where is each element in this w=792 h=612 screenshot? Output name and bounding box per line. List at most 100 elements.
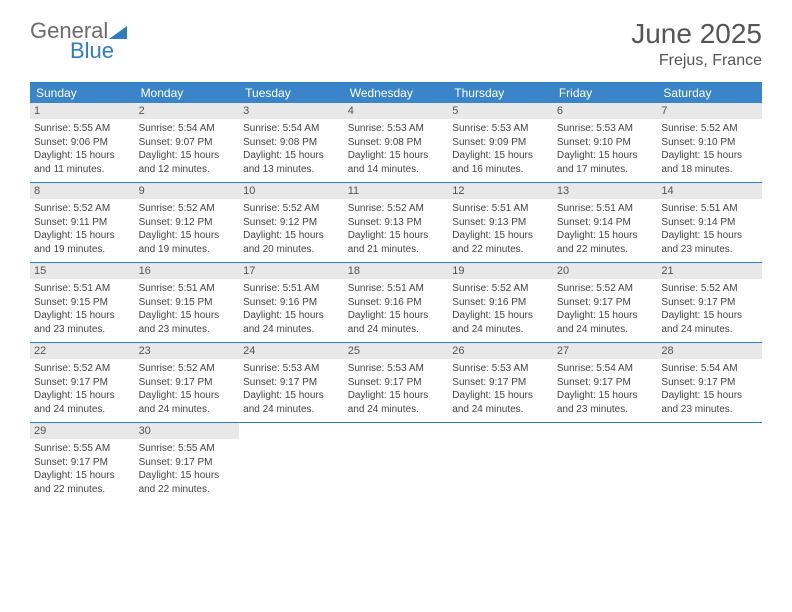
day-info-line: Sunset: 9:07 PM <box>139 136 236 150</box>
day-info-line: Sunset: 9:16 PM <box>348 296 445 310</box>
day-info-line: Daylight: 15 hours <box>243 309 340 323</box>
day-info-line: and 21 minutes. <box>348 243 445 257</box>
title-block: June 2025 Frejus, France <box>631 18 762 70</box>
day-number: 14 <box>657 183 762 199</box>
day-info-line: Sunrise: 5:51 AM <box>34 282 131 296</box>
day-cell: 26Sunrise: 5:53 AMSunset: 9:17 PMDayligh… <box>448 343 553 422</box>
day-cell: 4Sunrise: 5:53 AMSunset: 9:08 PMDaylight… <box>344 103 449 182</box>
day-number: 7 <box>657 103 762 119</box>
day-info-line: and 23 minutes. <box>34 323 131 337</box>
day-info-line: Daylight: 15 hours <box>139 149 236 163</box>
day-info-line: Sunset: 9:15 PM <box>139 296 236 310</box>
day-cell: 20Sunrise: 5:52 AMSunset: 9:17 PMDayligh… <box>553 263 658 342</box>
day-info-line: Daylight: 15 hours <box>139 469 236 483</box>
day-cell: 15Sunrise: 5:51 AMSunset: 9:15 PMDayligh… <box>30 263 135 342</box>
day-info-line: Daylight: 15 hours <box>452 229 549 243</box>
day-info-line: and 22 minutes. <box>557 243 654 257</box>
day-info-line: and 24 minutes. <box>661 323 758 337</box>
day-number: 12 <box>448 183 553 199</box>
day-number: 26 <box>448 343 553 359</box>
empty-cell <box>344 423 449 502</box>
day-info-line: Sunrise: 5:51 AM <box>243 282 340 296</box>
weekday-thursday: Thursday <box>448 83 553 103</box>
day-info-line: Sunrise: 5:53 AM <box>348 362 445 376</box>
day-info-line: Sunset: 9:10 PM <box>661 136 758 150</box>
day-info-line: Daylight: 15 hours <box>557 309 654 323</box>
day-cell: 19Sunrise: 5:52 AMSunset: 9:16 PMDayligh… <box>448 263 553 342</box>
day-number: 30 <box>135 423 240 439</box>
day-cell: 17 Sunrise: 5:51 AMSunset: 9:16 PMDayligh… <box>239 263 344 342</box>
day-info-line: Sunrise: 5:52 AM <box>452 282 549 296</box>
week-row: 29Sunrise: 5:55 AMSunset: 9:17 PMDayligh… <box>30 423 762 502</box>
day-info-line: Daylight: 15 hours <box>661 229 758 243</box>
day-number: 28 <box>657 343 762 359</box>
day-info-line: and 11 minutes. <box>34 163 131 177</box>
day-info-line: Sunrise: 5:54 AM <box>243 122 340 136</box>
weekday-friday: Friday <box>553 83 658 103</box>
day-info-line: Sunrise: 5:53 AM <box>557 122 654 136</box>
day-cell: 12Sunrise: 5:51 AMSunset: 9:13 PMDayligh… <box>448 183 553 262</box>
day-info-line: and 24 minutes. <box>34 403 131 417</box>
day-number: 2 <box>135 103 240 119</box>
day-info-line: Sunset: 9:16 PM <box>243 296 340 310</box>
day-info-line: Sunrise: 5:55 AM <box>139 442 236 456</box>
day-info-line: and 19 minutes. <box>34 243 131 257</box>
day-cell: 30 Sunrise: 5:55 AMSunset: 9:17 PMDayligh… <box>135 423 240 502</box>
day-info-line: Daylight: 15 hours <box>452 149 549 163</box>
day-info-line: Daylight: 15 hours <box>452 309 549 323</box>
day-info-line: and 13 minutes. <box>243 163 340 177</box>
day-number: 6 <box>553 103 658 119</box>
day-info-line: Sunrise: 5:55 AM <box>34 442 131 456</box>
month-title: June 2025 <box>631 18 762 50</box>
day-info-line: Daylight: 15 hours <box>348 229 445 243</box>
day-info-line: Sunrise: 5:52 AM <box>139 362 236 376</box>
day-number: 23 <box>135 343 240 359</box>
day-info-line: Sunset: 9:13 PM <box>452 216 549 230</box>
day-cell: 23Sunrise: 5:52 AMSunset: 9:17 PMDayligh… <box>135 343 240 422</box>
day-number: 20 <box>553 263 658 279</box>
day-cell: 10Sunrise: 5:52 AMSunset: 9:12 PMDayligh… <box>239 183 344 262</box>
day-info-line: Sunset: 9:17 PM <box>661 376 758 390</box>
day-number: 24 <box>239 343 344 359</box>
day-info-line: Sunset: 9:17 PM <box>243 376 340 390</box>
day-info-line: Daylight: 15 hours <box>34 149 131 163</box>
day-number: 19 <box>448 263 553 279</box>
week-row: 1Sunrise: 5:55 AMSunset: 9:06 PMDaylight… <box>30 103 762 183</box>
day-info-line: Sunrise: 5:51 AM <box>661 202 758 216</box>
day-number: 9 <box>135 183 240 199</box>
day-number: 21 <box>657 263 762 279</box>
day-number: 13 <box>553 183 658 199</box>
empty-cell <box>239 423 344 502</box>
day-cell: 8Sunrise: 5:52 AMSunset: 9:11 PMDaylight… <box>30 183 135 262</box>
day-info-line: Daylight: 15 hours <box>34 229 131 243</box>
day-info-line: and 23 minutes. <box>557 403 654 417</box>
day-info-line: and 24 minutes. <box>243 323 340 337</box>
day-info-line: and 24 minutes. <box>139 403 236 417</box>
day-info-line: Sunrise: 5:51 AM <box>139 282 236 296</box>
day-number: 3 <box>239 103 344 119</box>
day-number: 17 <box>239 263 344 279</box>
day-info-line: Sunset: 9:17 PM <box>348 376 445 390</box>
day-info-line: and 14 minutes. <box>348 163 445 177</box>
day-info-line: Sunrise: 5:52 AM <box>139 202 236 216</box>
day-number: 15 <box>30 263 135 279</box>
day-cell: 1Sunrise: 5:55 AMSunset: 9:06 PMDaylight… <box>30 103 135 182</box>
day-info-line: Sunset: 9:12 PM <box>243 216 340 230</box>
day-info-line: Sunset: 9:17 PM <box>557 376 654 390</box>
week-row: 15Sunrise: 5:51 AMSunset: 9:15 PMDayligh… <box>30 263 762 343</box>
day-info-line: Daylight: 15 hours <box>348 149 445 163</box>
day-info-line: Daylight: 15 hours <box>452 389 549 403</box>
day-cell: 22Sunrise: 5:52 AMSunset: 9:17 PMDayligh… <box>30 343 135 422</box>
week-row: 8Sunrise: 5:52 AMSunset: 9:11 PMDaylight… <box>30 183 762 263</box>
weekday-wednesday: Wednesday <box>344 83 449 103</box>
day-info-line: Sunrise: 5:52 AM <box>243 202 340 216</box>
weekday-header-row: SundayMondayTuesdayWednesdayThursdayFrid… <box>30 83 762 103</box>
day-cell: 7Sunrise: 5:52 AMSunset: 9:10 PMDaylight… <box>657 103 762 182</box>
day-info-line: and 24 minutes. <box>452 403 549 417</box>
day-info-line: Sunset: 9:17 PM <box>139 456 236 470</box>
day-number: 4 <box>344 103 449 119</box>
day-info-line: and 24 minutes. <box>557 323 654 337</box>
day-info-line: Daylight: 15 hours <box>139 309 236 323</box>
day-number: 11 <box>344 183 449 199</box>
day-number: 16 <box>135 263 240 279</box>
